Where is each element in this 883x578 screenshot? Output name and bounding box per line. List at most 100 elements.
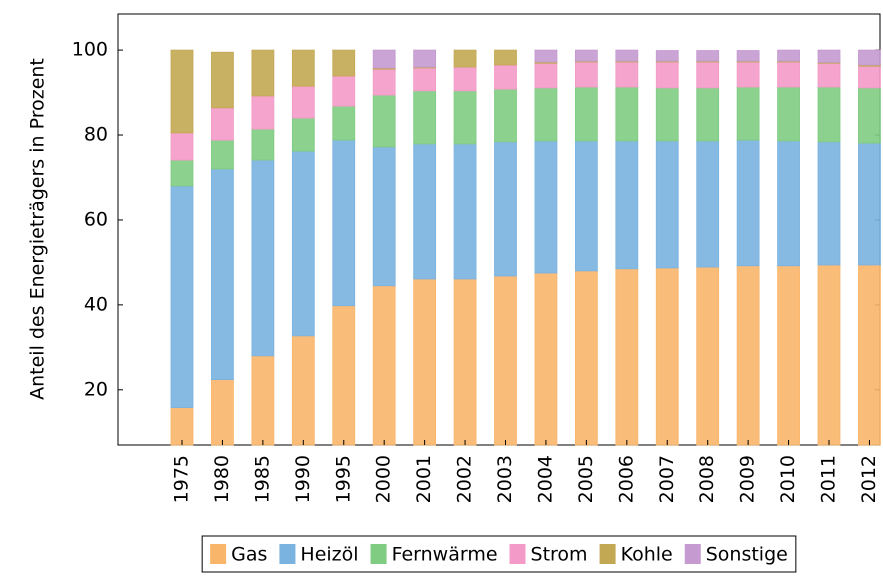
x-tick-label: 2008 <box>696 455 718 503</box>
legend-label: Kohle <box>621 544 673 566</box>
bar-segment <box>211 107 234 141</box>
x-tick-label: 2006 <box>615 455 637 503</box>
bar-segment <box>170 185 194 409</box>
bar-segment <box>696 50 720 62</box>
legend-swatch <box>279 544 296 564</box>
bar-segment <box>332 139 356 307</box>
bar-segment <box>777 49 800 62</box>
bar-segment <box>291 117 315 152</box>
bar-segment <box>858 142 881 266</box>
bar-segment <box>655 50 679 62</box>
bar-segment <box>211 379 234 446</box>
x-tick-label: 2009 <box>737 455 759 503</box>
bar-segment <box>170 159 194 187</box>
bar-segment <box>817 264 841 446</box>
bar-segment <box>858 87 881 144</box>
bar-segment <box>211 51 234 109</box>
bar-segment <box>372 68 396 96</box>
bar-segment <box>211 139 234 170</box>
bar-segment <box>251 49 275 97</box>
legend-label: Heizöl <box>300 544 358 566</box>
bar-segment <box>534 272 558 446</box>
bar-segment <box>494 88 517 143</box>
bar-segment <box>494 275 517 446</box>
y-tick-label: 60 <box>84 208 108 230</box>
bar-segment <box>615 140 639 270</box>
y-tick-label: 20 <box>84 378 108 400</box>
legend-swatch <box>509 544 526 564</box>
x-tick-label: 2005 <box>575 455 597 503</box>
bar-segment <box>574 49 598 62</box>
bar-segment <box>453 66 477 92</box>
bar-segment <box>655 87 679 142</box>
bar-segment <box>413 143 437 280</box>
bar-segment <box>453 49 477 68</box>
bar-segment <box>615 61 639 88</box>
bar-segment <box>817 86 841 143</box>
bar-segment <box>655 267 679 446</box>
bar-segment <box>615 86 639 142</box>
bar-segment <box>574 140 598 272</box>
bar-segment <box>615 49 639 62</box>
bar-segment <box>372 49 396 69</box>
bar-segment <box>777 140 800 267</box>
legend-label: Gas <box>231 544 267 566</box>
bar-segment <box>655 140 679 269</box>
x-tick-label: 1975 <box>171 455 193 503</box>
bar-segment <box>291 150 315 337</box>
bar-segment <box>574 61 598 88</box>
bar-segment <box>534 62 558 89</box>
bar-segment <box>251 128 275 161</box>
bar-segment <box>817 49 841 63</box>
legend-swatch <box>370 544 387 564</box>
x-tick-label: 1980 <box>211 455 233 503</box>
bar-segment <box>494 64 517 90</box>
bar-segment <box>574 270 598 446</box>
y-tick-label: 100 <box>72 39 108 61</box>
bar-segment <box>251 159 275 357</box>
bar-segment <box>453 90 477 145</box>
bar-segment <box>858 264 881 446</box>
legend-swatch <box>684 544 701 564</box>
bar-segment <box>858 49 881 66</box>
bar-segment <box>777 265 800 446</box>
x-tick-label: 2007 <box>656 455 678 503</box>
bar-segment <box>372 146 396 287</box>
x-tick-label: 2001 <box>413 455 435 503</box>
x-tick-label: 1995 <box>332 455 354 503</box>
bar-segment <box>574 86 598 142</box>
legend-label: Sonstige <box>706 544 788 566</box>
y-tick-label: 40 <box>84 293 108 315</box>
bar-segment <box>817 141 841 266</box>
bar-segment <box>332 305 356 446</box>
legend-swatch <box>599 544 616 564</box>
bar-segment <box>696 87 720 142</box>
bar-segment <box>696 61 720 89</box>
bar-segment <box>291 49 315 87</box>
x-tick-label: 2000 <box>373 455 395 503</box>
bar-segment <box>211 168 234 381</box>
bar-segment <box>453 278 477 446</box>
bar-segment <box>534 49 558 63</box>
bar-segment <box>858 65 881 89</box>
bar-segment <box>251 355 275 446</box>
bar-segment <box>332 105 356 141</box>
bar-segment <box>372 285 396 446</box>
bar-segment <box>494 141 517 277</box>
bar-segment <box>777 61 800 88</box>
x-tick-label: 2003 <box>494 455 516 503</box>
bar-segment <box>736 61 760 88</box>
bar-segment <box>413 49 437 68</box>
y-axis-label: Anteil des Energieträgers in Prozent <box>27 58 49 400</box>
bar-segment <box>170 49 194 134</box>
x-tick-label: 2010 <box>777 455 799 503</box>
bar-segment <box>332 49 356 77</box>
legend-swatch <box>210 544 227 564</box>
bar-segment <box>736 139 760 267</box>
x-tick-label: 2012 <box>858 455 880 503</box>
x-tick-label: 1990 <box>292 455 314 503</box>
bar-segment <box>413 67 437 92</box>
bar-segment <box>817 62 841 88</box>
bar-segment <box>413 278 437 446</box>
